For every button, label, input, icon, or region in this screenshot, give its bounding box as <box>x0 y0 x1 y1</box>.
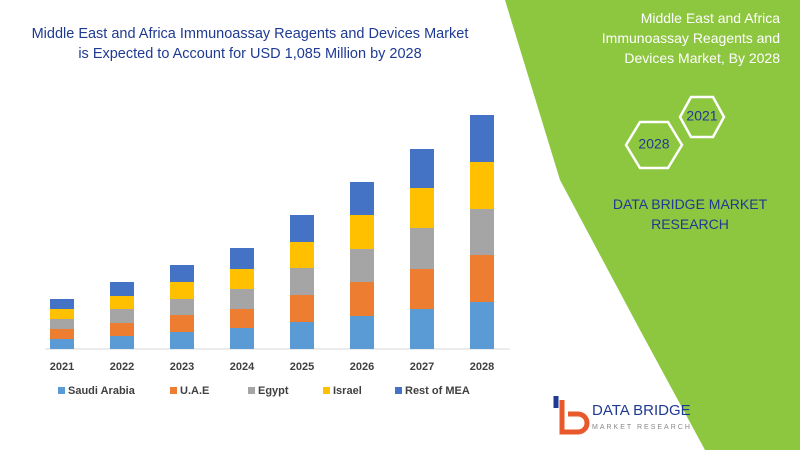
bar-segment <box>50 319 74 329</box>
x-tick-label: 2021 <box>50 361 74 373</box>
bar-segment <box>170 265 194 282</box>
logo-tagline: MARKET RESEARCH <box>592 424 692 431</box>
bar-segment <box>290 215 314 242</box>
x-tick-label: 2023 <box>170 361 194 373</box>
bar-segment <box>290 295 314 322</box>
brand: DATA BRIDGE MARKET RESEARCH <box>612 196 768 232</box>
bar-segment <box>230 309 254 328</box>
bar-segment <box>470 115 494 162</box>
x-tick-label: 2022 <box>110 361 134 373</box>
bar-segment <box>290 322 314 349</box>
bar-segment <box>470 209 494 255</box>
chart-title: Middle East and Africa Immunoassay Reage… <box>31 26 469 62</box>
bar-segment <box>170 332 194 349</box>
x-tick-label: 2025 <box>290 361 314 373</box>
bar-segment <box>170 282 194 299</box>
x-tick-label: 2026 <box>350 361 374 373</box>
green-panel <box>505 0 800 450</box>
legend-label: Saudi Arabia <box>68 385 136 397</box>
legend-label: Rest of MEA <box>405 385 470 397</box>
bar-segment <box>50 329 74 339</box>
bar-segment <box>170 299 194 315</box>
bar-segment <box>350 249 374 282</box>
panel-title: Middle East and Africa Immunoassay Reage… <box>601 10 780 66</box>
legend-label: Israel <box>333 385 362 397</box>
hexagon-label: 2021 <box>686 108 717 124</box>
legend-swatch <box>248 387 255 394</box>
bar-segment <box>410 269 434 309</box>
bar-segment <box>50 299 74 309</box>
bar-segment <box>230 248 254 269</box>
bar-segment <box>230 289 254 309</box>
legend-label: U.A.E <box>180 385 209 397</box>
logo-icon <box>553 396 590 435</box>
bar-segment <box>110 323 134 336</box>
bar-segment <box>170 315 194 332</box>
bar-segment <box>410 228 434 269</box>
bar-segment <box>350 182 374 215</box>
x-tick-label: 2027 <box>410 361 434 373</box>
legend-swatch <box>323 387 330 394</box>
bar-segment <box>470 162 494 209</box>
bar-segment <box>470 302 494 349</box>
x-tick-label: 2024 <box>230 361 255 373</box>
bar-segment <box>290 242 314 268</box>
bar-segment <box>50 309 74 319</box>
bar-segment <box>410 188 434 228</box>
bar-segment <box>350 215 374 249</box>
bar-segment <box>230 269 254 289</box>
bar-segment <box>110 282 134 296</box>
bar-segment <box>110 309 134 323</box>
legend-swatch <box>395 387 402 394</box>
legend-swatch <box>58 387 65 394</box>
legend-label: Egypt <box>258 385 289 397</box>
bar-segment <box>110 296 134 309</box>
bar-segment <box>290 268 314 295</box>
bar-segment <box>50 339 74 349</box>
bar-segment <box>110 336 134 349</box>
x-tick-label: 2028 <box>470 361 494 373</box>
bar-segment <box>470 255 494 302</box>
hexagon <box>678 95 726 139</box>
bar-segment <box>350 316 374 349</box>
hexagon-label: 2028 <box>638 136 669 152</box>
bar-segment <box>350 282 374 316</box>
hexagon <box>624 120 684 170</box>
legend-swatch <box>170 387 177 394</box>
bar-segment <box>410 309 434 349</box>
logo-name: DATA BRIDGE <box>592 402 691 419</box>
bar-segment <box>230 328 254 349</box>
bar-segment <box>410 149 434 188</box>
